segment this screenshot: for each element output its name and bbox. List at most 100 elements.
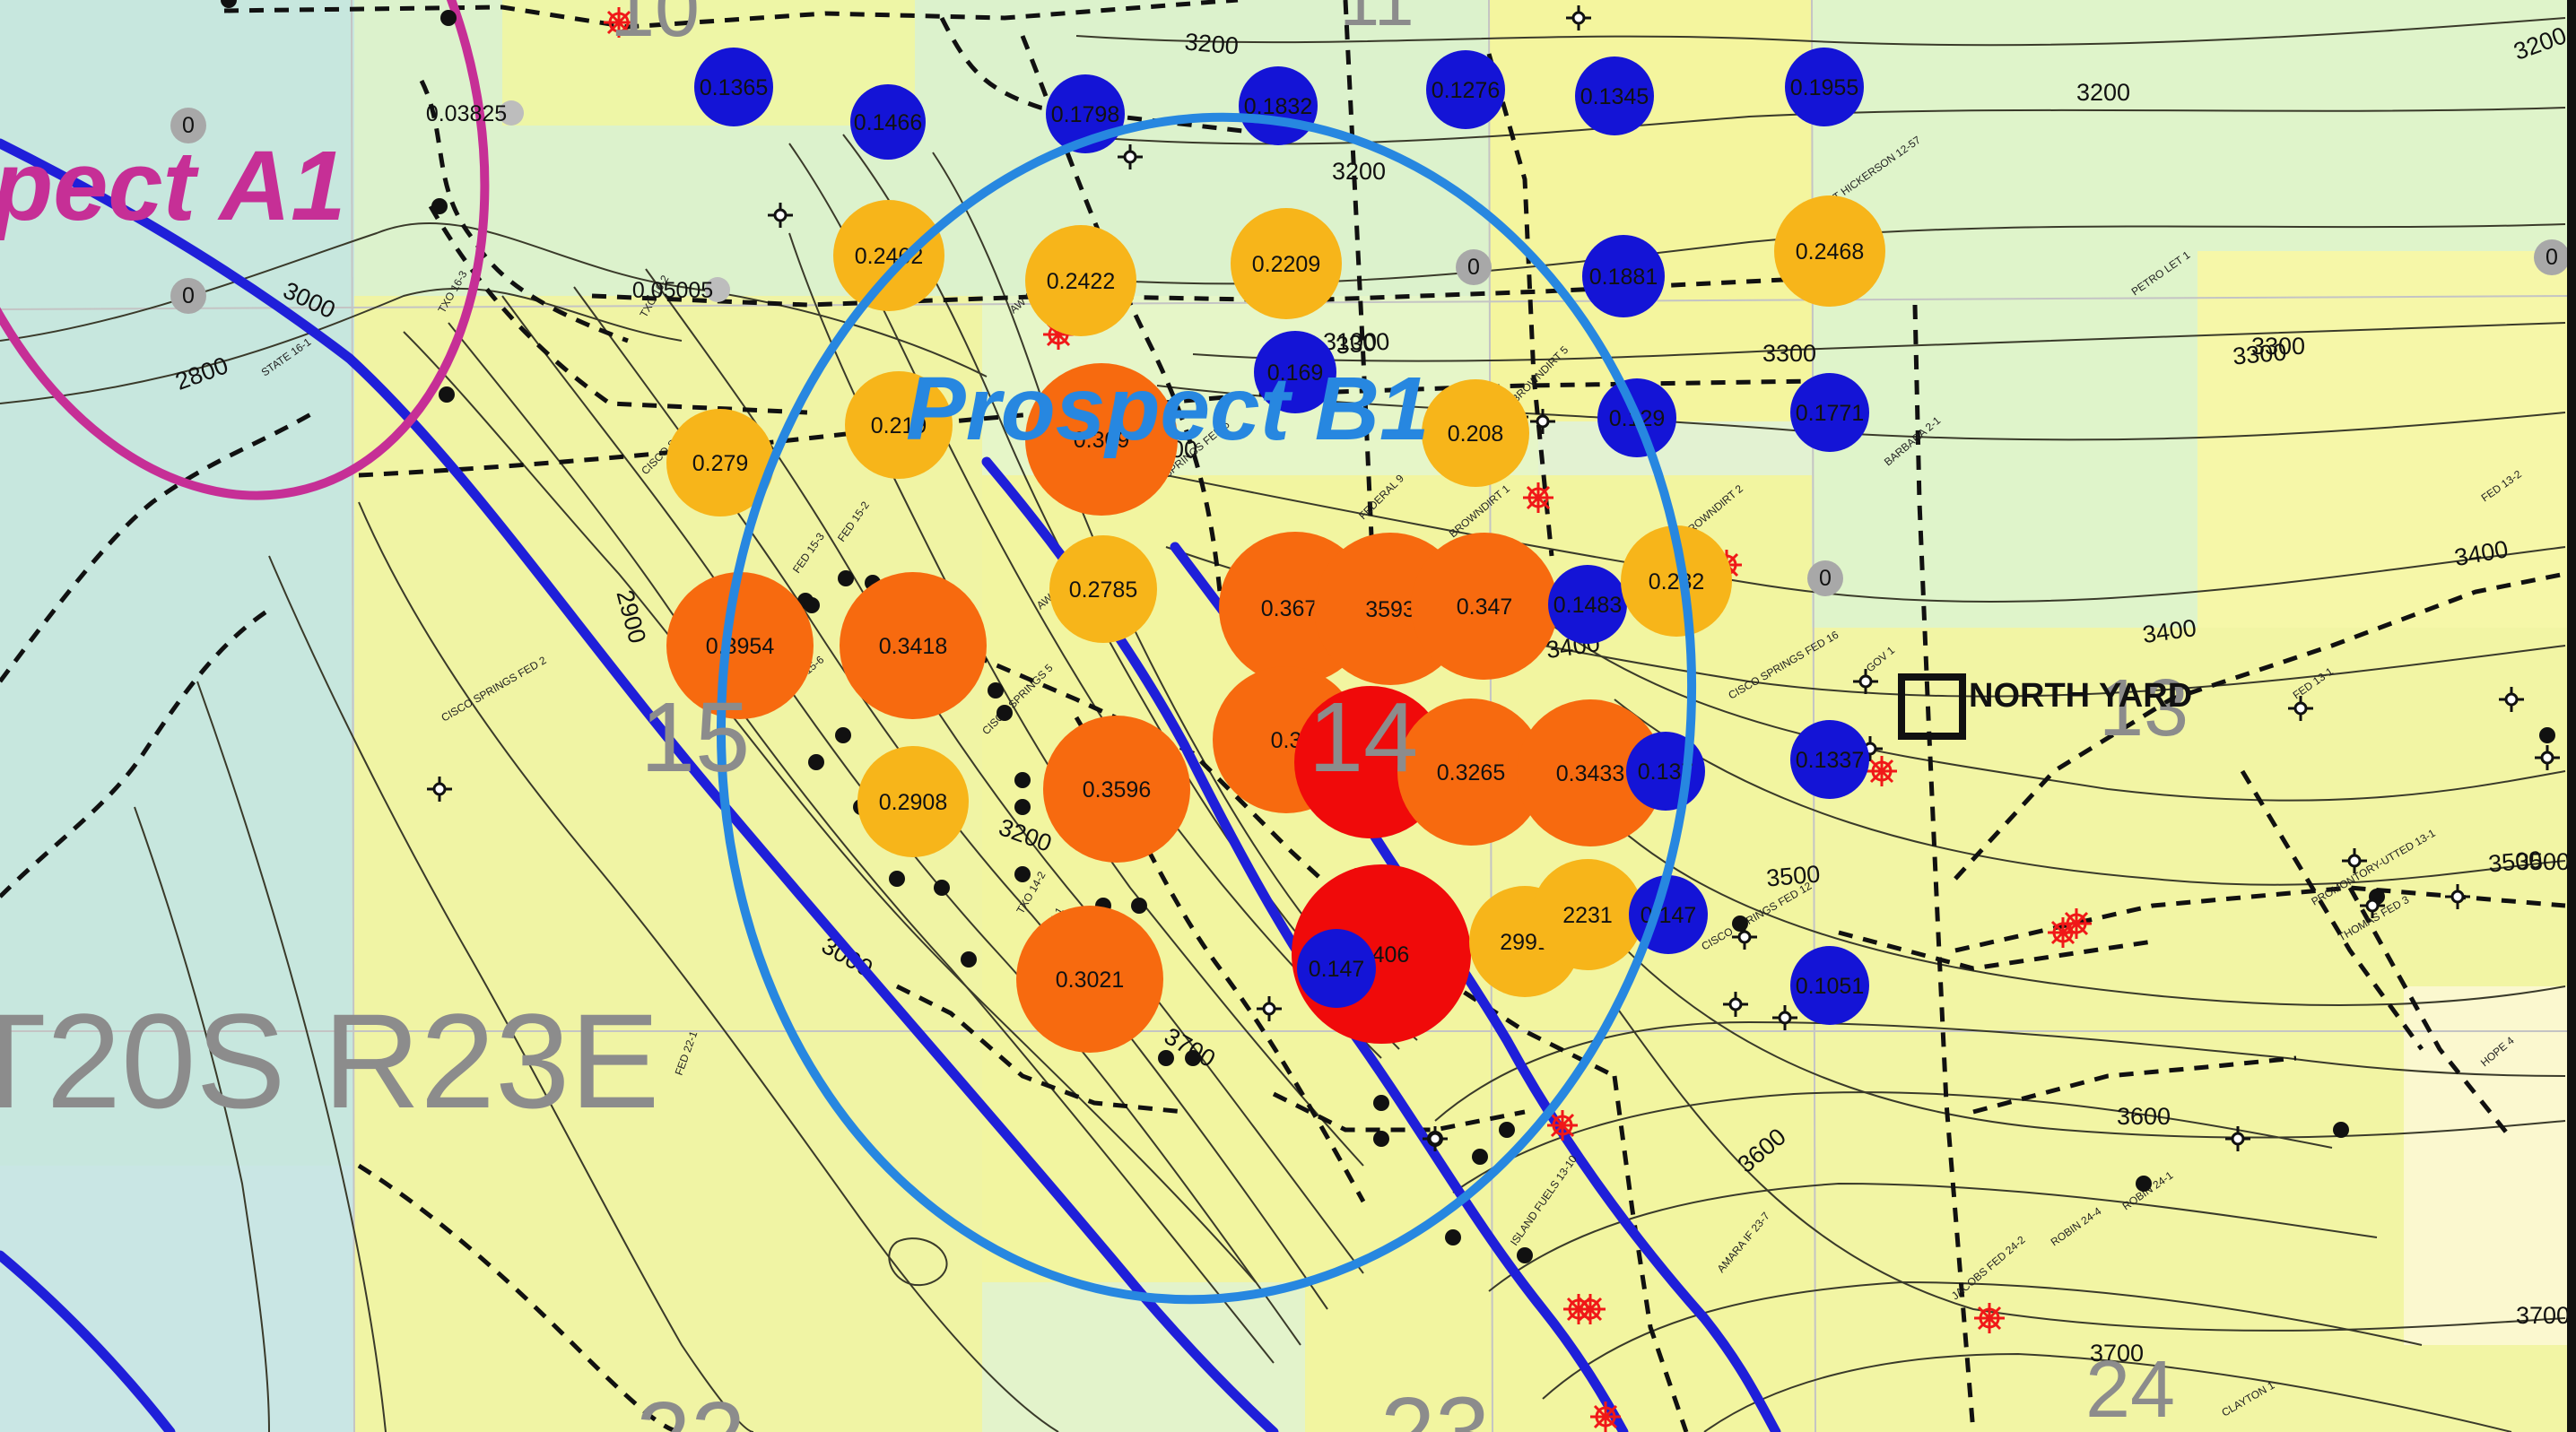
bubble: 0.3954: [666, 572, 814, 719]
well-dot: [1472, 1149, 1488, 1165]
gas-well-symbol: [1547, 1110, 1578, 1141]
contour-label: 3600: [2117, 1103, 2171, 1130]
prospect-b1-label: Prospect B1: [906, 359, 1430, 459]
dry-hole-symbol: [2535, 745, 2560, 770]
bubble-circle: [845, 371, 953, 479]
lease-paleyellow-se: [2404, 986, 2576, 1345]
dry-hole-symbol: [2288, 696, 2313, 721]
bubble-value: 0.1881: [1589, 265, 1658, 290]
contour-line: [1614, 699, 2566, 886]
bubble-circle: [1548, 565, 1627, 644]
zero-value-marker: 0.05005: [632, 277, 730, 303]
dry-hole-symbol: [1530, 409, 1555, 434]
bubble: 0.1881: [1582, 235, 1665, 317]
contour-line: [1075, 17, 2566, 47]
bubble: 0.2785: [1049, 535, 1157, 643]
bubble: 0.3418: [840, 572, 987, 719]
bubble-value: 0.3433: [1556, 761, 1624, 786]
svg-text:0: 0: [182, 283, 195, 308]
bubble: 0.2209: [1231, 208, 1342, 319]
bubble: 0.208: [1422, 379, 1529, 487]
contour-label: 3200: [1332, 158, 1386, 185]
road: [0, 410, 316, 683]
bubble-value: 0.1955: [1790, 75, 1858, 100]
dry-hole-symbol: [1723, 992, 1748, 1017]
bubble-value: 0.3021: [1056, 968, 1124, 993]
gas-well-symbol: [1575, 1294, 1606, 1324]
contour-line: [1452, 1091, 2333, 1193]
bubble: 0.1955: [1785, 48, 1864, 126]
well-dot: [1158, 1050, 1174, 1066]
bubble-circle: [857, 746, 969, 857]
well-dot: [808, 754, 824, 770]
well-dot: [1445, 1229, 1461, 1245]
bubbles: 0.1365 0.1466 0.1798 0.1832 0.1276 0.1345 0.19…: [170, 48, 2570, 1053]
zero-value-marker: 0: [170, 108, 206, 143]
well-dot: [2333, 1122, 2349, 1138]
bubble-value: 0.2908: [879, 790, 947, 815]
bubble-circle: [1049, 535, 1157, 643]
contour-line: [358, 501, 1059, 1432]
bubble-value: 0.219: [871, 413, 927, 438]
bubble-value: 0.1466: [854, 110, 922, 135]
gas-well-symbol: [2061, 908, 2092, 939]
bubble: 0.147: [1297, 929, 1376, 1008]
road: [1912, 304, 1976, 1432]
bubble-value: 0.208: [1448, 421, 1504, 447]
section-numbers: 10 11 15 14 13 22 23 24: [610, 0, 2189, 1432]
bubble-value: 0.279: [692, 451, 749, 476]
road: [2240, 769, 2424, 1051]
well-dot: [1014, 799, 1031, 815]
bubble-circle: [1621, 525, 1732, 637]
dry-hole-symbol: [2360, 893, 2385, 918]
section-number: 22: [636, 1382, 745, 1432]
zero-value-marker: 0: [1456, 249, 1492, 285]
bubble: 0.232: [1621, 525, 1732, 637]
bubble-circle: [833, 200, 944, 311]
well-dot: [1517, 1247, 1533, 1263]
bubble-circle: [1575, 56, 1654, 135]
bubble-value: 0.1798: [1051, 102, 1119, 127]
bubble-value: 0.3418: [879, 634, 947, 659]
bubble-value: 0.1051: [1796, 974, 1864, 999]
contour-line: [1703, 1352, 2512, 1432]
road: [357, 1163, 683, 1432]
bubble: 0.2422: [1025, 225, 1136, 336]
contour-label: 3100: [1323, 328, 1377, 355]
well-dot: [838, 570, 854, 586]
contour-label: 3300: [1762, 340, 1816, 367]
contour-label: 3700: [2516, 1302, 2570, 1329]
zero-value-marker: 0: [1807, 560, 1843, 596]
contour-line: [1578, 896, 2566, 1139]
dry-hole-symbol: [2225, 1126, 2250, 1151]
dry-hole-symbol: [2445, 884, 2470, 909]
contour-label: 3500: [1765, 860, 1821, 891]
dry-hole-symbol: [1423, 1126, 1448, 1151]
contour-line: [1542, 1280, 2423, 1400]
bubble-value: 0.2468: [1796, 239, 1864, 265]
bubble: 0.3433: [1517, 699, 1664, 846]
well-dot: [988, 682, 1004, 699]
bubble-circle: [1025, 225, 1136, 336]
contour-line: [0, 287, 683, 404]
well-dot: [440, 10, 457, 26]
contour-line: [1614, 1003, 2566, 1332]
bubble-circle: [1297, 929, 1376, 1008]
contour-label: 3700: [2090, 1340, 2144, 1367]
bubble-value: 0.3596: [1083, 777, 1151, 803]
contour-label: 3200: [1184, 28, 1240, 59]
bubble: 0.3596: [1043, 716, 1190, 863]
lease-cyan-sw: [0, 1166, 354, 1432]
bubble-value: 0.2422: [1047, 269, 1115, 294]
bubble-circle: [1422, 379, 1529, 487]
gas-well-symbol: [1523, 482, 1553, 513]
bubble-value: 2231: [1562, 903, 1613, 928]
bubble-circle: [1774, 195, 1885, 307]
bubble-circle: [1790, 373, 1869, 452]
bubble-value: 0.147: [1309, 957, 1365, 982]
contour-line: [1596, 806, 2566, 1006]
well-dot: [1373, 1131, 1389, 1147]
road: [950, 643, 1616, 1079]
dry-hole-symbol: [2342, 848, 2367, 873]
contour-label: 3500: [2487, 846, 2543, 877]
